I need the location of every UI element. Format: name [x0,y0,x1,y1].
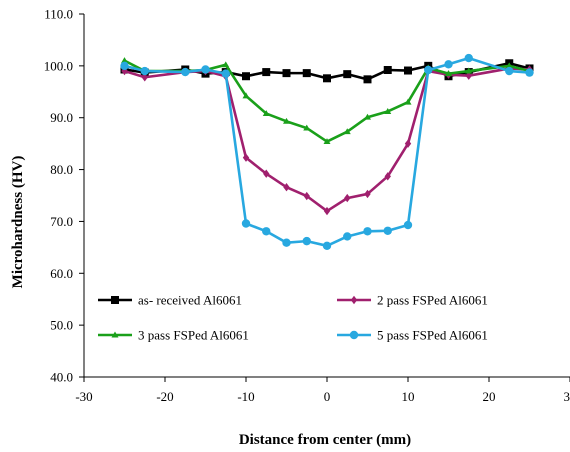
data-point [404,66,412,75]
data-point [403,220,413,230]
data-point [222,61,230,68]
data-point [282,69,291,78]
x-tick-labels: -30 -20 -10 0 10 20 30 [75,389,570,404]
data-point [303,124,311,131]
data-point [283,183,290,192]
data-point [323,206,331,216]
data-point [262,68,271,77]
x-tick-label: 30 [564,389,570,404]
data-point [221,69,230,78]
data-point [201,65,210,74]
data-point [322,241,332,251]
data-point [323,74,331,83]
data-point [383,226,392,235]
x-tick-label: 20 [483,389,496,404]
y-tick-label: 60.0 [50,266,73,281]
data-point [323,138,331,145]
legend-label: 5 pass FSPed Al6061 [377,328,488,343]
legend-label: as- received Al6061 [138,293,242,308]
data-point [350,295,358,305]
y-tick-label: 100.0 [44,58,73,73]
data-point [343,232,352,241]
data-point [525,68,534,77]
data-point [283,117,290,124]
data-point [111,331,119,338]
y-tick-label: 110.0 [44,7,73,22]
data-point [363,227,372,236]
x-tick-label: -30 [75,389,92,404]
legend-label: 3 pass FSPed Al6061 [138,328,249,343]
data-point [343,70,352,79]
data-point [302,236,311,246]
data-point [384,172,391,181]
legend-item: 2 pass FSPed Al6061 [337,293,488,308]
y-tick-label: 40.0 [50,370,73,385]
data-point [444,60,453,69]
data-point [364,113,371,120]
x-tick-label: -10 [237,389,254,404]
x-tick-label: 10 [402,389,415,404]
legend-label: 2 pass FSPed Al6061 [377,293,488,308]
data-point [344,193,351,203]
data-point [141,73,148,82]
data-point [349,330,359,340]
data-point [363,75,372,84]
x-tick-label: 0 [324,389,331,404]
data-point [242,72,250,81]
data-point [343,128,351,135]
data-point [303,191,310,201]
legend: as- received Al6061 2 pass FSPed Al6061 3 … [98,293,488,343]
series-line [124,56,530,248]
data-point [404,98,412,105]
data-point [505,62,513,69]
data-point [242,153,250,162]
data-point [445,70,452,77]
data-point [262,227,271,236]
series-layer [120,53,534,251]
y-tick-label: 80.0 [50,162,73,177]
x-axis-title: Distance from center (mm) [239,432,411,448]
data-point [242,92,250,99]
data-point [121,57,128,64]
data-point [140,66,149,76]
data-point [262,110,270,117]
y-tick-label: 50.0 [50,318,73,333]
x-tick-label: -20 [156,389,173,404]
data-point [111,296,119,304]
data-point [464,53,473,63]
axes [79,13,570,382]
y-axis-title: Microhardness (HV) [10,156,26,289]
legend-item: 5 pass FSPed Al6061 [337,328,488,343]
data-point [263,169,270,178]
data-point [282,238,291,247]
data-point [505,66,514,76]
legend-item: as- received Al6061 [98,293,242,308]
y-tick-label: 90.0 [50,110,73,125]
data-point [465,67,473,74]
data-point [120,61,129,71]
data-point [383,66,392,75]
y-tick-label: 70.0 [50,214,73,229]
legend-item: 3 pass FSPed Al6061 [98,328,249,343]
y-tick-labels: 40.0 50.0 60.0 70.0 80.0 90.0 100.0 110.0 [44,7,73,385]
series-5-pass-fsped-al6061 [120,53,534,251]
data-point [424,65,433,75]
data-point [181,67,190,77]
data-point [404,139,412,148]
data-point [364,189,371,199]
data-point [384,107,392,114]
data-point [241,219,251,228]
data-point [465,71,472,80]
data-point [302,69,311,78]
